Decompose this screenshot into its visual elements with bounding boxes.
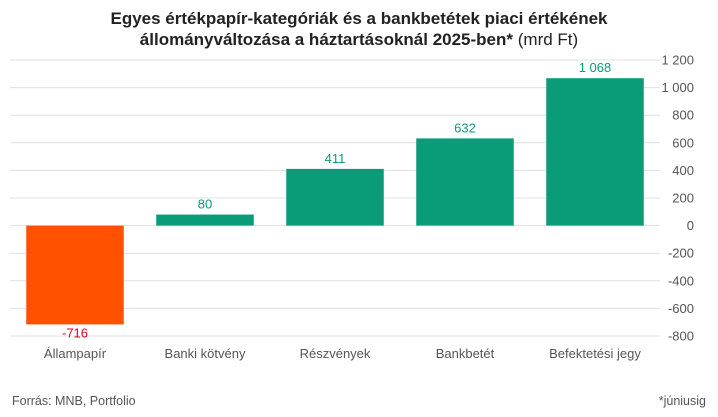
chart-title-line-1: Egyes értékpapír-kategóriák és a bankbet… xyxy=(110,9,608,28)
y-tick-label: -800 xyxy=(668,329,694,344)
bars xyxy=(26,78,644,325)
y-tick-label: 400 xyxy=(672,163,694,178)
y-tick-label: 0 xyxy=(687,218,694,233)
bar xyxy=(286,168,384,226)
bar xyxy=(26,225,124,325)
chart-title-line-2: állományváltozása a háztartásoknál 2025-… xyxy=(140,30,578,49)
category-labels: Állampapír Banki kötvény Részvények Bankbet… xyxy=(44,346,641,361)
footnote: *júniusig xyxy=(659,394,706,408)
category-label: Befektetési jegy xyxy=(549,346,641,361)
y-tick-label: 1 200 xyxy=(661,53,694,68)
y-tick-label: -600 xyxy=(668,301,694,316)
data-label: 80 xyxy=(198,197,212,212)
bar xyxy=(416,138,514,226)
data-label: 1 068 xyxy=(579,60,612,75)
y-axis-tick-labels: 1 200 1 000 800 600 400 200 0 -200 -400 -600 -800 xyxy=(661,53,694,344)
y-tick-label: 1 000 xyxy=(661,80,694,95)
data-label: 632 xyxy=(454,120,476,135)
chart-title-unit: (mrd Ft) xyxy=(513,30,578,49)
y-tick-label: -200 xyxy=(668,246,694,261)
source-note: Forrás: MNB, Portfolio xyxy=(12,394,136,408)
category-label: Állampapír xyxy=(44,346,107,361)
category-label: Részvények xyxy=(300,346,371,361)
data-labels: -716 80 411 632 1 068 xyxy=(62,60,611,340)
bar xyxy=(156,214,254,226)
y-tick-label: 800 xyxy=(672,108,694,123)
y-tick-label: 200 xyxy=(672,191,694,206)
category-label: Banki kötvény xyxy=(165,346,246,361)
data-label: -716 xyxy=(62,325,88,340)
chart-title-line-2-main: állományváltozása a háztartásoknál 2025-… xyxy=(140,30,514,49)
y-tick-label: -400 xyxy=(668,273,694,288)
data-label: 411 xyxy=(325,151,346,166)
bar xyxy=(546,78,644,226)
y-tick-label: 600 xyxy=(672,135,694,150)
category-label: Bankbetét xyxy=(436,346,495,361)
